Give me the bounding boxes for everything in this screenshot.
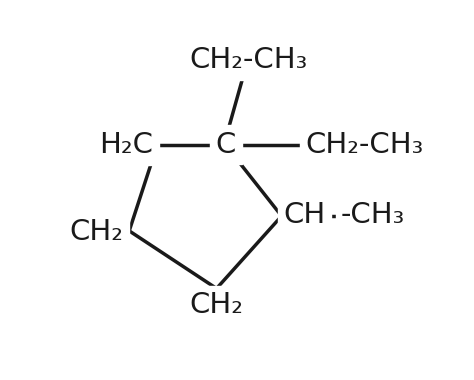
Text: CH₂: CH₂: [190, 291, 244, 319]
Text: H₂C: H₂C: [100, 131, 154, 159]
Text: CH₂-CH₃: CH₂-CH₃: [189, 46, 307, 74]
Text: CH₂: CH₂: [70, 218, 124, 245]
Text: C: C: [216, 131, 236, 159]
Text: CH₂-CH₃: CH₂-CH₃: [306, 131, 424, 159]
Text: CH: CH: [283, 201, 326, 229]
Text: -CH₃: -CH₃: [341, 201, 405, 229]
